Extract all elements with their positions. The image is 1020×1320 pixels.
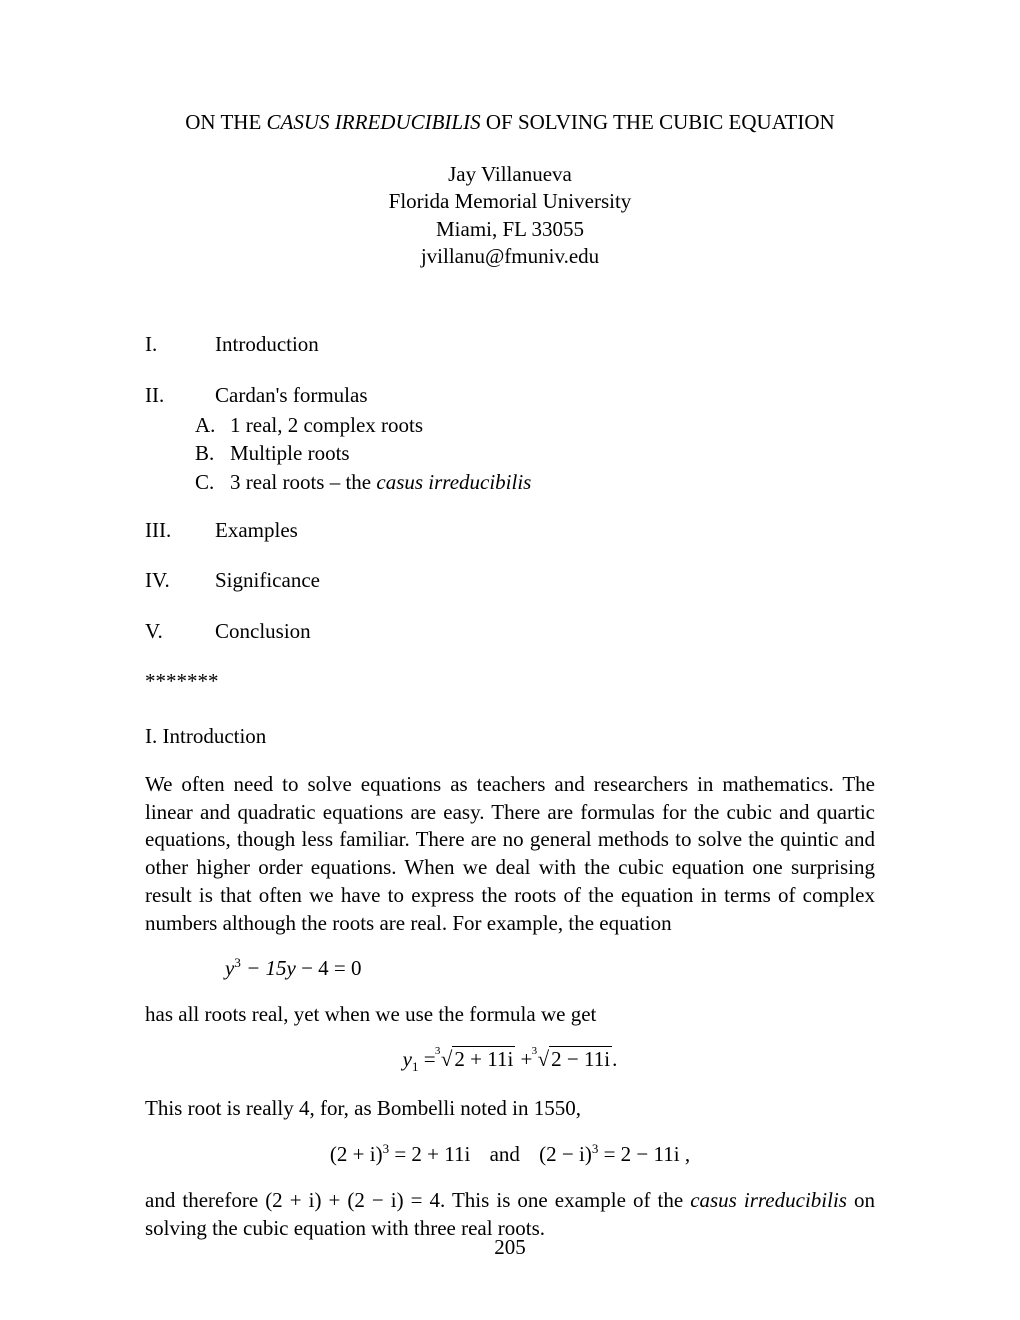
outline-label: Conclusion [215, 617, 311, 645]
outline-sub-label: 3 real roots – the casus irreducibilis [230, 468, 531, 496]
title-italic: CASUS IRREDUCIBILIS [267, 110, 481, 134]
outline-label: Examples [215, 516, 298, 544]
title-suffix: OF SOLVING THE CUBIC EQUATION [481, 110, 835, 134]
outline-sub-num: B. [195, 439, 230, 467]
outline: I. Introduction II. Cardan's formulas A.… [145, 330, 875, 645]
outline-num: IV. [145, 566, 215, 594]
separator-stars: ******* [145, 669, 875, 694]
outline-label: Significance [215, 566, 320, 594]
cube-root-icon: 3√2 + 11i [441, 1047, 515, 1072]
outline-sub-item: B. Multiple roots [195, 439, 875, 467]
outline-label: Cardan's formulas [215, 381, 368, 409]
author-block: Jay Villanueva Florida Memorial Universi… [145, 161, 875, 270]
paragraph: has all roots real, yet when we use the … [145, 1001, 875, 1029]
outline-item: IV. Significance [145, 566, 875, 594]
outline-item: V. Conclusion [145, 617, 875, 645]
title-prefix: ON THE [185, 110, 266, 134]
section-heading: I. Introduction [145, 724, 875, 749]
outline-sub-num: A. [195, 411, 230, 439]
outline-sub-num: C. [195, 468, 230, 496]
outline-num: I. [145, 330, 215, 358]
outline-num: V. [145, 617, 215, 645]
outline-item: II. Cardan's formulas [145, 381, 875, 409]
outline-sub-label: 1 real, 2 complex roots [230, 411, 423, 439]
outline-sub-label: Multiple roots [230, 439, 350, 467]
author-affiliation: Florida Memorial University [145, 188, 875, 215]
outline-label: Introduction [215, 330, 319, 358]
equation-2: y1 = 3√2 + 11i + 3√2 − 11i. [145, 1047, 875, 1075]
author-email: jvillanu@fmuniv.edu [145, 243, 875, 270]
outline-sub: A. 1 real, 2 complex roots B. Multiple r… [195, 411, 875, 496]
paper-title: ON THE CASUS IRREDUCIBILIS OF SOLVING TH… [145, 110, 875, 135]
equation-1: y3 − 15y − 4 = 0 [145, 955, 875, 981]
outline-sub-item: A. 1 real, 2 complex roots [195, 411, 875, 439]
paragraph: This root is really 4, for, as Bombelli … [145, 1095, 875, 1123]
page-number: 205 [0, 1235, 1020, 1260]
author-name: Jay Villanueva [145, 161, 875, 188]
paragraph: and therefore (2 + i) + (2 − i) = 4. Thi… [145, 1187, 875, 1242]
outline-sub-item: C. 3 real roots – the casus irreducibili… [195, 468, 875, 496]
equation-3: (2 + i)3 = 2 + 11i and (2 − i)3 = 2 − 11… [145, 1141, 875, 1167]
author-location: Miami, FL 33055 [145, 216, 875, 243]
cube-root-icon: 3√2 − 11i [538, 1047, 612, 1072]
outline-num: III. [145, 516, 215, 544]
outline-num: II. [145, 381, 215, 409]
paragraph: We often need to solve equations as teac… [145, 771, 875, 937]
outline-item: I. Introduction [145, 330, 875, 358]
outline-item: III. Examples [145, 516, 875, 544]
page: ON THE CASUS IRREDUCIBILIS OF SOLVING TH… [0, 0, 1020, 1320]
